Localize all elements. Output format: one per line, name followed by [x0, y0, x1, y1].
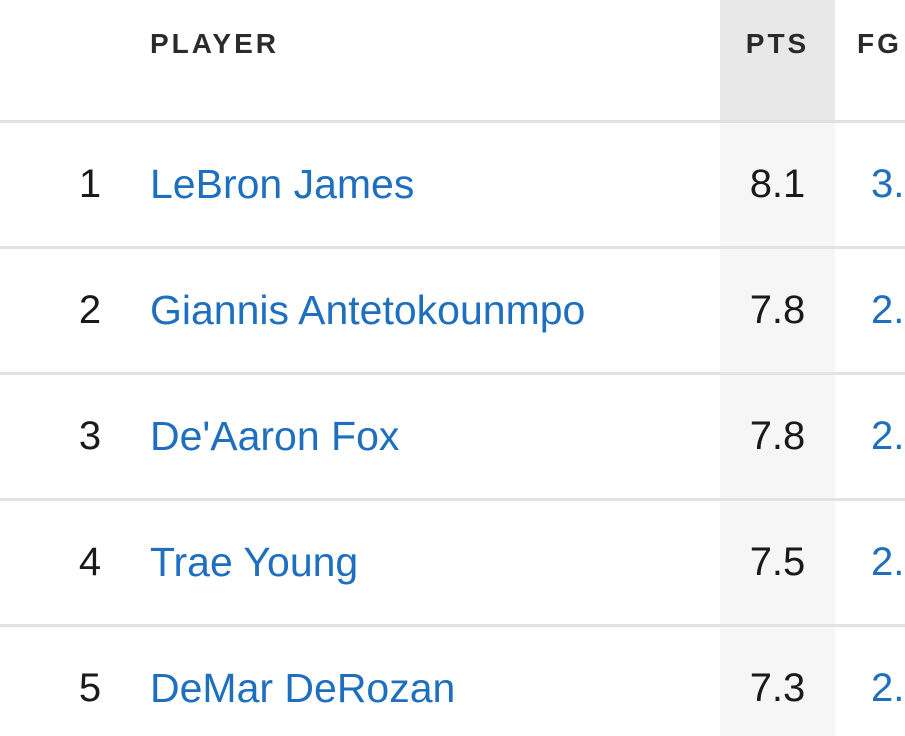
table-row: 2 Giannis Antetokounmpo 7.8 2. [0, 249, 905, 375]
column-header-fg[interactable]: FG [857, 28, 902, 59]
table-row: 3 De'Aaron Fox 7.8 2. [0, 375, 905, 501]
pts-cell: 7.8 [720, 375, 835, 498]
rank-cell: 1 [78, 162, 102, 206]
column-header-player[interactable]: PLAYER [150, 28, 280, 59]
fg-cell[interactable]: 2. [871, 288, 905, 332]
table-row: 1 LeBron James 8.1 3. [0, 123, 905, 249]
rank-cell: 2 [78, 288, 102, 332]
player-link[interactable]: LeBron James [150, 161, 415, 207]
player-link[interactable]: Trae Young [150, 539, 359, 585]
fg-cell[interactable]: 2. [871, 414, 905, 458]
pts-cell: 7.5 [720, 501, 835, 624]
player-link[interactable]: DeMar DeRozan [150, 665, 456, 711]
pts-cell: 7.3 [720, 627, 835, 736]
table-header: PLAYER PTS FG [0, 0, 905, 123]
rank-cell: 3 [78, 414, 102, 458]
pts-cell: 7.8 [720, 249, 835, 372]
table-row: 5 DeMar DeRozan 7.3 2. [0, 627, 905, 736]
player-link[interactable]: Giannis Antetokounmpo [150, 287, 586, 333]
rank-cell: 5 [78, 666, 102, 710]
pts-cell: 8.1 [720, 123, 835, 246]
rank-cell: 4 [78, 540, 102, 584]
fg-cell[interactable]: 3. [871, 162, 905, 206]
table-row: 4 Trae Young 7.5 2. [0, 501, 905, 627]
fg-cell[interactable]: 2. [871, 540, 905, 584]
fg-cell[interactable]: 2. [871, 666, 905, 710]
player-link[interactable]: De'Aaron Fox [150, 413, 400, 459]
column-header-pts[interactable]: PTS [720, 0, 835, 120]
